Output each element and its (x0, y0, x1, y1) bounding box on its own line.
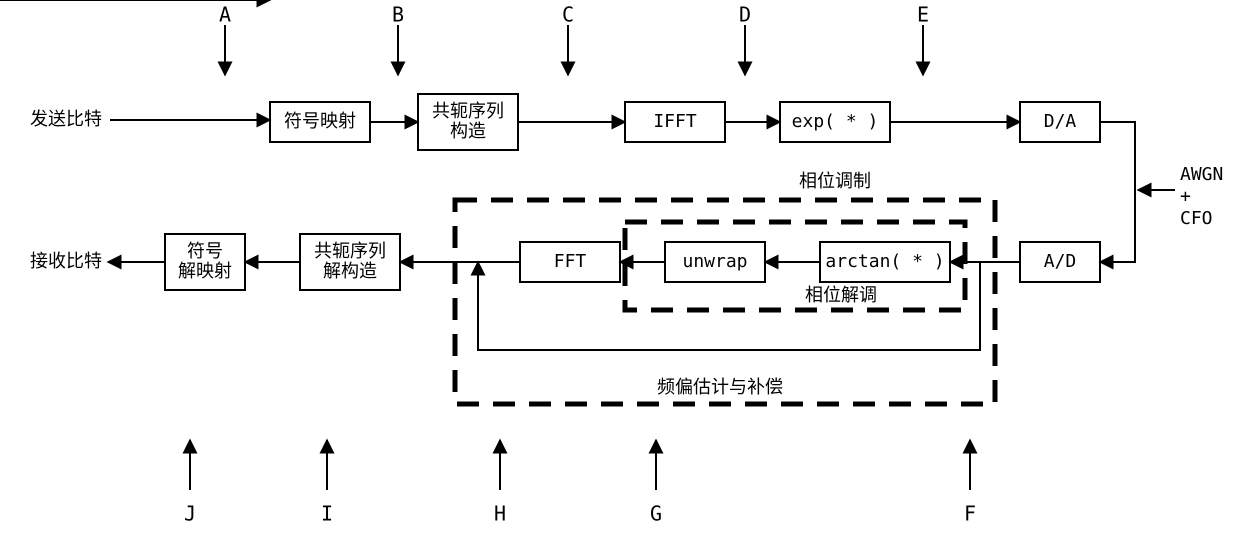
conj_build-label-0: 共轭序列 (432, 101, 504, 122)
sym_demap-label-0: 符号 (187, 241, 223, 262)
marker-B: B (392, 3, 404, 27)
marker-C: C (562, 3, 574, 27)
sym_map-label-0: 符号映射 (284, 111, 356, 132)
marker-I: I (321, 502, 333, 526)
arctan-label-0: arctan( * ) (825, 251, 944, 272)
marker-D: D (739, 3, 751, 27)
tx-bits-label: 发送比特 (30, 109, 102, 130)
conj_build-label-1: 构造 (450, 121, 486, 142)
cfo-label: 频偏估计与补偿 (657, 377, 783, 398)
fft-label-0: FFT (554, 251, 587, 272)
cfo-group (455, 200, 995, 404)
exp-label-0: exp( * ) (792, 111, 879, 132)
conj_de-label-1: 解构造 (323, 261, 377, 282)
marker-E: E (917, 3, 929, 27)
awgn-line-2: CFO (1180, 208, 1213, 229)
marker-A: A (219, 3, 231, 27)
edge-5 (1100, 122, 1135, 262)
ad-label-0: A/D (1044, 251, 1077, 272)
rx-bits-label: 接收比特 (30, 251, 102, 272)
marker-G: G (650, 502, 662, 526)
exp-sublabel: 相位调制 (799, 171, 871, 192)
ifft-label-0: IFFT (653, 111, 697, 132)
awgn-line-1: + (1180, 186, 1191, 207)
conj_de-label-0: 共轭序列 (314, 241, 386, 262)
marker-J: J (184, 502, 196, 526)
marker-F: F (964, 502, 976, 526)
unwrap-label-0: unwrap (682, 251, 747, 272)
marker-H: H (494, 502, 506, 526)
sym_demap-label-1: 解映射 (178, 261, 232, 282)
awgn-line-0: AWGN (1180, 164, 1223, 185)
da-label-0: D/A (1044, 111, 1077, 132)
phase-demod-label: 相位解调 (805, 285, 877, 306)
